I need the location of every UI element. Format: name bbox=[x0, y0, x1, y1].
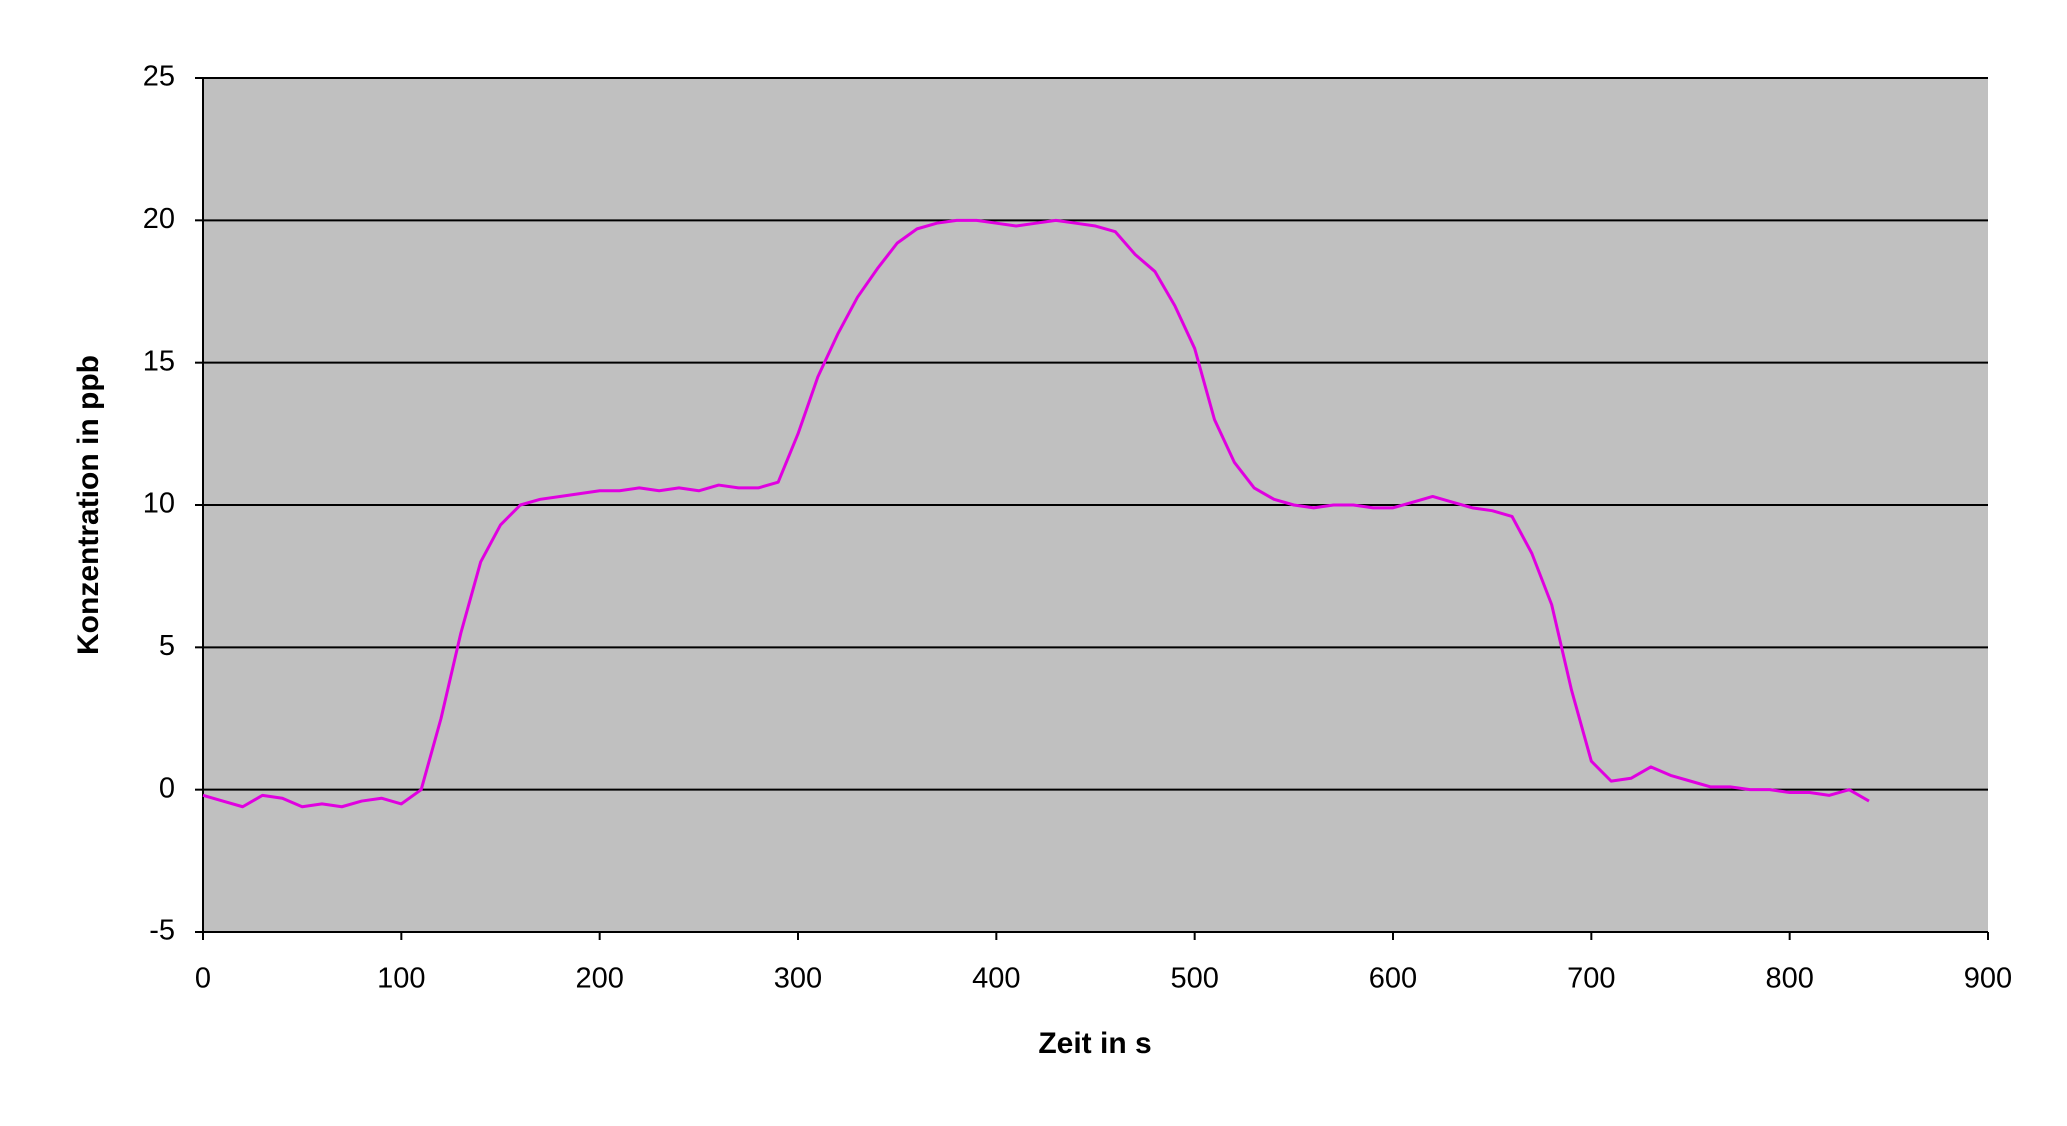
y-tick-label: 20 bbox=[143, 203, 175, 235]
y-tick-label: 0 bbox=[159, 772, 175, 804]
x-tick-label: 600 bbox=[1369, 963, 1417, 995]
data-line bbox=[202, 218, 1870, 809]
x-tick-label: 500 bbox=[1170, 963, 1218, 995]
x-axis-title: Zeit in s bbox=[1038, 1027, 1151, 1060]
x-tick-label: 200 bbox=[575, 963, 623, 995]
x-tick-label: 400 bbox=[972, 963, 1020, 995]
y-tick-label: 5 bbox=[159, 630, 175, 662]
y-tick-label: -5 bbox=[149, 915, 175, 947]
y-tick-label: 15 bbox=[143, 345, 175, 377]
x-tick-label: 100 bbox=[377, 963, 425, 995]
x-tick-label: 300 bbox=[774, 963, 822, 995]
x-tick-label: 700 bbox=[1567, 963, 1615, 995]
x-tick-label: 0 bbox=[195, 963, 211, 995]
y-axis-title: Konzentration in ppb bbox=[72, 355, 105, 655]
y-tick-label: 10 bbox=[143, 488, 175, 520]
y-tick-label: 25 bbox=[143, 61, 175, 93]
x-tick-label: 800 bbox=[1765, 963, 1813, 995]
x-tick-label: 900 bbox=[1964, 963, 2012, 995]
